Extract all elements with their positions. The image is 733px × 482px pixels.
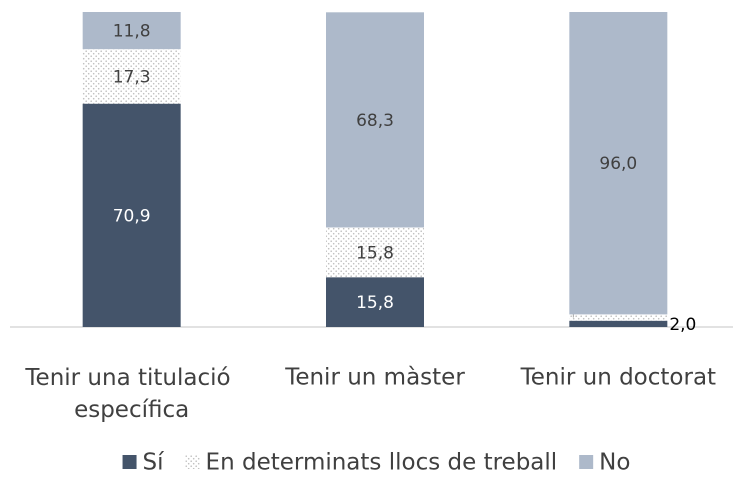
bar-segment [569, 314, 668, 321]
bar-segment [326, 227, 424, 278]
x-tick-label: Tenir un màster [284, 365, 465, 391]
legend-swatch [122, 455, 137, 469]
value-label: 70,9 [113, 206, 151, 226]
bar-segment [82, 49, 181, 104]
value-label: 15,8 [356, 243, 394, 263]
value-label: 68,3 [356, 111, 394, 131]
bar-segment [82, 12, 181, 50]
value-label: 15,8 [356, 293, 394, 313]
bar-segment [569, 320, 668, 327]
x-tick-label: Tenir una titulació específica [24, 365, 238, 423]
legend-swatch [579, 455, 594, 469]
x-tick-label: Tenir un doctorat [520, 365, 716, 391]
legend-label: No [599, 450, 630, 476]
legend-label: Sí [143, 450, 165, 476]
value-label: 17,3 [113, 67, 151, 87]
value-label: 11,8 [113, 22, 151, 42]
legend-label: En determinats llocs de treball [206, 450, 558, 476]
bar-segment [326, 12, 424, 228]
value-label: 96,0 [599, 154, 637, 174]
legend-swatch [185, 455, 200, 469]
bar-segment [326, 277, 424, 327]
value-label: 2,0 [669, 315, 696, 335]
bar-segment [569, 12, 668, 315]
bar-segment [82, 103, 181, 327]
